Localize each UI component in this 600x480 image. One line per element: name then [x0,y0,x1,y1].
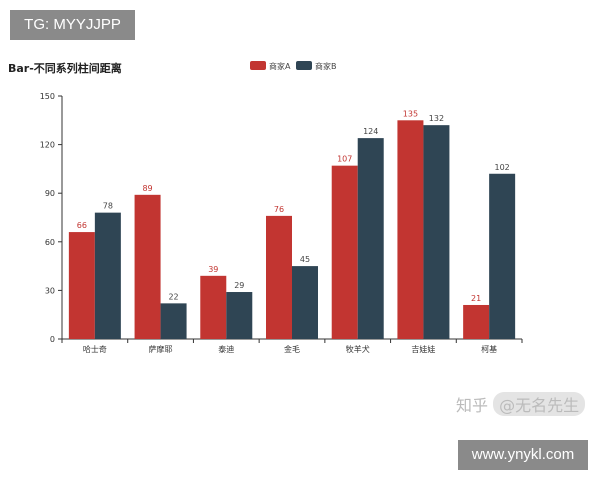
x-tick-label: 吉娃娃 [411,344,435,354]
bar-value-label: 76 [274,205,284,214]
bar-series-b [94,212,121,339]
chart-value-labels: 66 89 39 76 107 135 21 78 22 29 45 124 132 102 [77,109,510,303]
bar-value-label: 39 [208,265,218,274]
chart-title: Bar-不同系列柱间距离 [8,61,122,75]
x-tick-label: 牧羊犬 [346,344,370,354]
y-tick-label: 0 [50,335,55,344]
bar-value-label: 124 [363,127,378,136]
bar-series-a [134,194,161,339]
legend-swatch-series-a [250,61,266,70]
x-tick-label: 萨摩耶 [149,344,173,354]
bar-value-label: 135 [403,109,418,118]
legend-label-series-b: 商家B [315,61,337,71]
y-tick-label: 30 [45,286,55,295]
bar-value-label: 29 [234,281,244,290]
bar-series-a [200,275,227,339]
bar-value-label: 22 [168,292,178,301]
bar-series-b [489,173,516,339]
bar-value-label: 78 [103,202,113,211]
legend-label-series-a: 商家A [269,61,291,71]
chart-bars [68,120,516,339]
chart-legend: 商家A 商家B [250,61,337,71]
x-tick-label: 金毛 [284,344,300,354]
bar-series-b [160,303,187,339]
bar-value-label: 89 [142,184,152,193]
zhihu-watermark: 知乎 @无名先生 [456,392,586,416]
bar-value-label: 21 [471,294,481,303]
bar-series-a [463,304,490,339]
y-tick-label: 150 [40,92,55,101]
site-watermark: www.ynykl.com [458,440,588,470]
bar-series-b [226,292,253,339]
x-tick-label: 泰迪 [218,344,234,354]
bar-series-b [357,138,384,339]
bar-value-label: 45 [300,255,310,264]
bar-series-a [331,165,358,339]
bar-value-label: 102 [495,163,510,172]
zhihu-prefix: 知乎 [456,396,489,415]
x-tick-label: 哈士奇 [83,344,107,354]
bar-series-b [292,266,318,339]
bar-series-a [397,120,424,339]
x-tick-label: 柯基 [481,344,497,354]
y-tick-label: 120 [40,141,55,150]
tg-watermark: TG: MYYJJPP [10,10,135,40]
legend-swatch-series-b [296,61,312,70]
bar-series-a [68,232,95,339]
zhihu-author: @无名先生 [493,392,586,416]
y-tick-label: 60 [45,238,55,247]
bar-value-label: 66 [77,221,87,230]
bar-value-label: 107 [337,155,352,164]
bar-value-label: 132 [429,114,444,123]
bar-series-a [266,215,292,339]
bar-series-b [423,125,450,339]
y-tick-label: 90 [45,189,55,198]
